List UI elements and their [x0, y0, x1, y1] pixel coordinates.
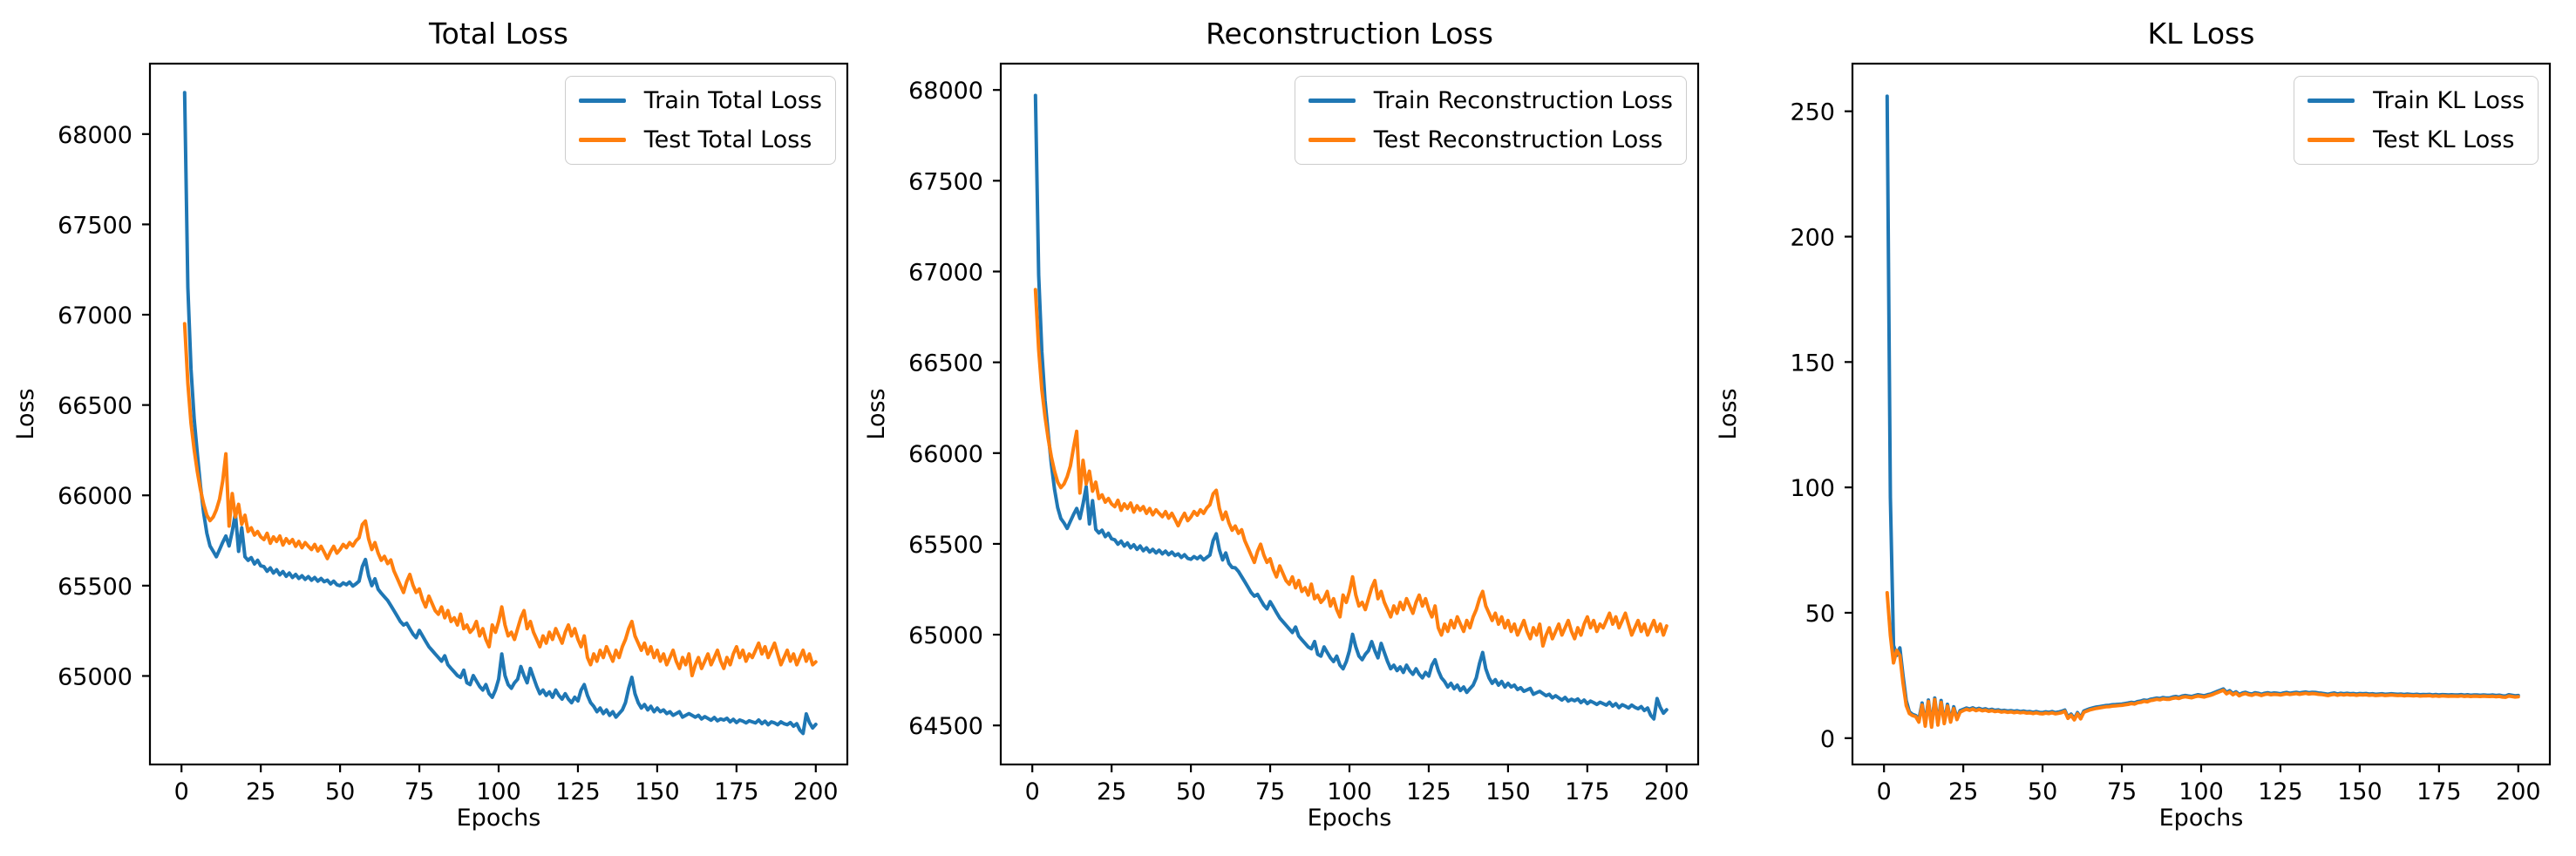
x-tick-label: 125 [1406, 778, 1451, 805]
x-tick-label: 25 [1948, 778, 1978, 805]
x-tick-label: 175 [1565, 778, 1610, 805]
test-loss-line [1033, 288, 1669, 648]
x-tick-label: 75 [404, 778, 434, 805]
chart-title-reconstruction-loss: Reconstruction Loss [1206, 17, 1493, 51]
y-tick-label: 250 [1790, 99, 1835, 126]
x-tick-label: 50 [2028, 778, 2057, 805]
y-tick-label: 65500 [58, 574, 133, 601]
x-tick-label: 100 [476, 778, 521, 805]
x-tick-label: 175 [714, 778, 759, 805]
plot-spines [999, 62, 1700, 766]
x-tick-label: 200 [1644, 778, 1689, 805]
y-tick-label: 66500 [908, 350, 983, 377]
y-tick-label: 68000 [58, 122, 133, 149]
x-tick-label: 0 [1025, 778, 1040, 805]
y-tick-label: 64500 [908, 713, 983, 740]
train-loss-line [182, 91, 818, 736]
y-tick-label: 150 [1790, 350, 1835, 377]
y-tick-label: 67500 [58, 212, 133, 239]
train-loss-line [1033, 93, 1669, 721]
y-tick-label: 0 [1820, 726, 1835, 753]
x-tick-label: 150 [635, 778, 680, 805]
x-tick-label: 150 [2337, 778, 2382, 805]
y-tick-label: 67000 [908, 259, 983, 286]
x-tick-label: 75 [1255, 778, 1285, 805]
y-tick-label: 50 [1805, 601, 1835, 628]
x-tick-label: 175 [2416, 778, 2462, 805]
y-tick-label: 65500 [908, 532, 983, 559]
x-tick-label: 200 [2496, 778, 2541, 805]
y-axis-label-total: Loss [12, 388, 39, 440]
x-tick-label: 200 [793, 778, 839, 805]
x-tick-label: 150 [1485, 778, 1531, 805]
x-tick-label: 100 [2178, 778, 2224, 805]
y-tick-label: 65000 [908, 622, 983, 649]
x-tick-label: 100 [1327, 778, 1372, 805]
x-tick-label: 25 [1097, 778, 1126, 805]
x-tick-label: 50 [325, 778, 355, 805]
x-tick-label: 25 [246, 778, 275, 805]
test-loss-line [1885, 591, 2520, 730]
test-loss-line [182, 322, 818, 677]
y-tick-label: 65000 [58, 663, 133, 690]
x-tick-label: 0 [174, 778, 189, 805]
chart-title-total-loss: Total Loss [429, 17, 568, 51]
x-tick-label: 0 [1877, 778, 1892, 805]
x-axis-label-reconstruction: Epochs [1307, 805, 1392, 832]
y-tick-label: 200 [1790, 224, 1835, 251]
x-tick-label: 50 [1176, 778, 1206, 805]
y-tick-label: 66500 [58, 393, 133, 420]
y-tick-label: 66000 [58, 483, 133, 510]
plot-spines [148, 62, 849, 766]
y-tick-label: 100 [1790, 475, 1835, 502]
chart-title-kl-loss: KL Loss [2147, 17, 2255, 51]
y-tick-label: 67000 [58, 302, 133, 329]
y-tick-label: 67500 [908, 168, 983, 195]
x-tick-label: 125 [2258, 778, 2303, 805]
y-tick-label: 68000 [908, 78, 983, 105]
x-axis-label-total: Epochs [456, 805, 541, 832]
train-loss-line [1885, 94, 2520, 727]
y-axis-label-reconstruction: Loss [863, 388, 890, 440]
x-axis-label-kl: Epochs [2158, 805, 2244, 832]
y-tick-label: 66000 [908, 441, 983, 468]
plot-spines [1851, 62, 2552, 766]
x-tick-label: 75 [2107, 778, 2137, 805]
x-tick-label: 125 [555, 778, 601, 805]
y-axis-label-kl: Loss [1715, 388, 1742, 440]
